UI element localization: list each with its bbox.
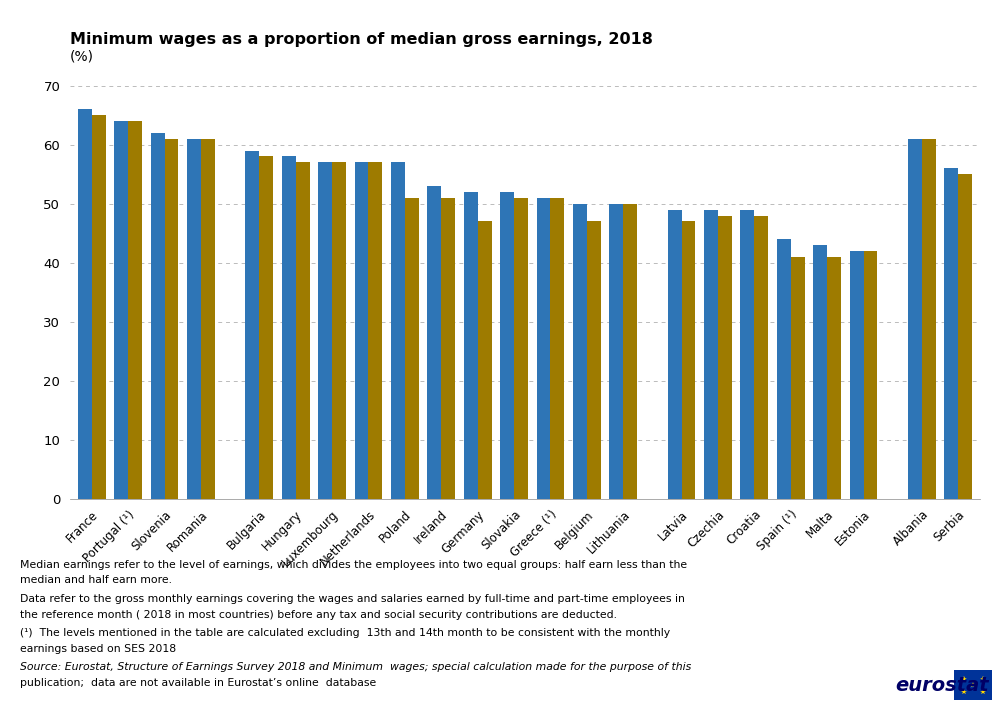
Bar <box>500 192 514 499</box>
Bar <box>405 198 419 499</box>
Bar <box>128 121 142 499</box>
Text: earnings based on SES 2018: earnings based on SES 2018 <box>20 644 176 654</box>
Bar <box>355 163 368 499</box>
Text: median and half earn more.: median and half earn more. <box>20 575 172 585</box>
Bar <box>740 210 754 499</box>
Bar <box>718 215 732 499</box>
Text: the reference month ( 2018 in most countries) before any tax and social security: the reference month ( 2018 in most count… <box>20 610 617 620</box>
Bar <box>478 222 492 499</box>
Bar <box>791 257 805 499</box>
Bar <box>609 204 623 499</box>
Bar <box>368 163 382 499</box>
Bar <box>514 198 528 499</box>
Bar <box>259 156 273 499</box>
Bar <box>92 115 106 499</box>
Bar <box>114 121 128 499</box>
Text: publication;  data are not available in Eurostat’s online  database: publication; data are not available in E… <box>20 678 376 688</box>
Bar <box>296 163 310 499</box>
Bar <box>187 139 201 499</box>
Text: Data refer to the gross monthly earnings covering the wages and salaries earned : Data refer to the gross monthly earnings… <box>20 594 685 604</box>
Bar <box>754 215 768 499</box>
Bar <box>282 156 296 499</box>
Bar <box>201 139 215 499</box>
Text: (¹)  The levels mentioned in the table are calculated excluding  13th and 14th m: (¹) The levels mentioned in the table ar… <box>20 628 670 638</box>
Bar <box>332 163 346 499</box>
Bar <box>151 133 165 499</box>
Bar <box>922 139 936 499</box>
Bar <box>318 163 332 499</box>
Bar <box>78 109 92 499</box>
Bar <box>550 198 564 499</box>
Bar <box>537 198 550 499</box>
Bar <box>704 210 718 499</box>
Bar <box>427 186 441 499</box>
Text: Source: Eurostat, Structure of Earnings Survey 2018 and Minimum  wages; special : Source: Eurostat, Structure of Earnings … <box>20 662 691 672</box>
Bar <box>623 204 637 499</box>
Text: (%): (%) <box>70 50 94 64</box>
Bar <box>908 139 922 499</box>
Bar <box>944 168 958 499</box>
Bar <box>813 245 827 499</box>
Bar <box>165 139 178 499</box>
Bar <box>850 251 864 499</box>
Text: eurostat: eurostat <box>895 676 989 695</box>
Bar <box>391 163 405 499</box>
Bar <box>441 198 455 499</box>
Bar <box>682 222 695 499</box>
Bar <box>587 222 601 499</box>
Bar <box>777 239 791 499</box>
Bar <box>573 204 587 499</box>
Text: Minimum wages as a proportion of median gross earnings, 2018: Minimum wages as a proportion of median … <box>70 32 653 47</box>
Bar <box>864 251 877 499</box>
Bar <box>668 210 682 499</box>
Bar <box>245 150 259 499</box>
Bar <box>827 257 841 499</box>
Bar <box>958 174 972 499</box>
Text: Median earnings refer to the level of earnings, which divides the employees into: Median earnings refer to the level of ea… <box>20 560 687 570</box>
Bar <box>464 192 478 499</box>
